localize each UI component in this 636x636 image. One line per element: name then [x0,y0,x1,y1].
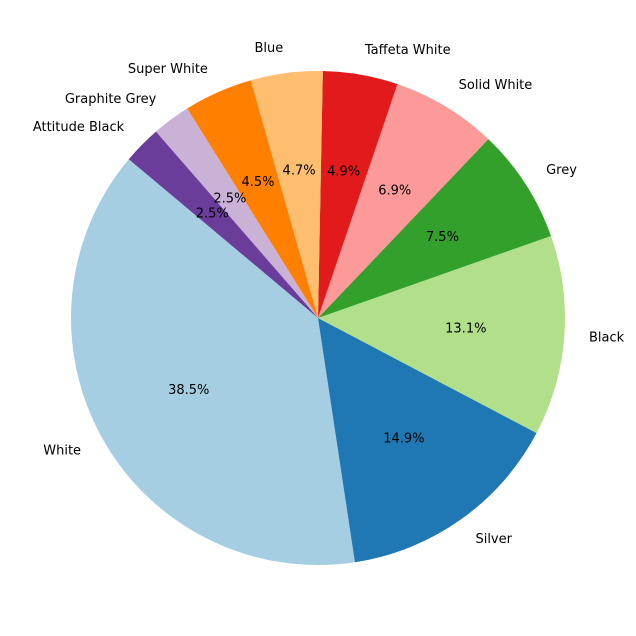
pie-slice-graphite-grey [155,108,318,318]
pie-slices [70,71,566,566]
slice-percent-label: 38.5% [168,383,209,398]
slice-percent-label: 4.5% [241,175,274,190]
slice-label: Super White [128,62,208,77]
pie-slice-taffeta-white [318,71,398,319]
pie-slice-grey [318,139,551,318]
slice-label: Black [589,330,625,345]
slice-percent-label: 2.5% [196,207,229,222]
slice-label: White [43,443,81,458]
pie-slice-blue [250,71,323,318]
pie-slice-silver [318,318,537,563]
pie-slice-attitude-black [128,131,318,318]
pie-slice-solid-white [318,84,489,318]
slice-percent-label: 2.5% [213,191,246,206]
slice-label: Graphite Grey [65,92,157,107]
pie-slice-black [318,235,566,434]
slice-label: Silver [475,532,512,547]
pie-slice-super-white [187,80,318,318]
slice-percent-label: 6.9% [378,184,411,199]
slice-label: Taffeta White [364,43,451,58]
slice-percent-label: 13.1% [445,321,486,336]
slice-percent-label: 4.7% [283,164,316,179]
slice-label: Grey [546,163,577,178]
slice-percent-label: 4.9% [327,165,360,180]
slice-percent-label: 7.5% [426,230,459,245]
pie-slice-white [70,159,355,566]
slice-label: Solid White [459,78,533,93]
slice-label: Blue [255,41,284,56]
slice-label: Attitude Black [33,120,125,135]
slice-percent-label: 14.9% [383,431,424,446]
pie-labels: White 38.5% Silver 14.9% Black 13.1% Grey 7.5% S… [33,41,625,547]
